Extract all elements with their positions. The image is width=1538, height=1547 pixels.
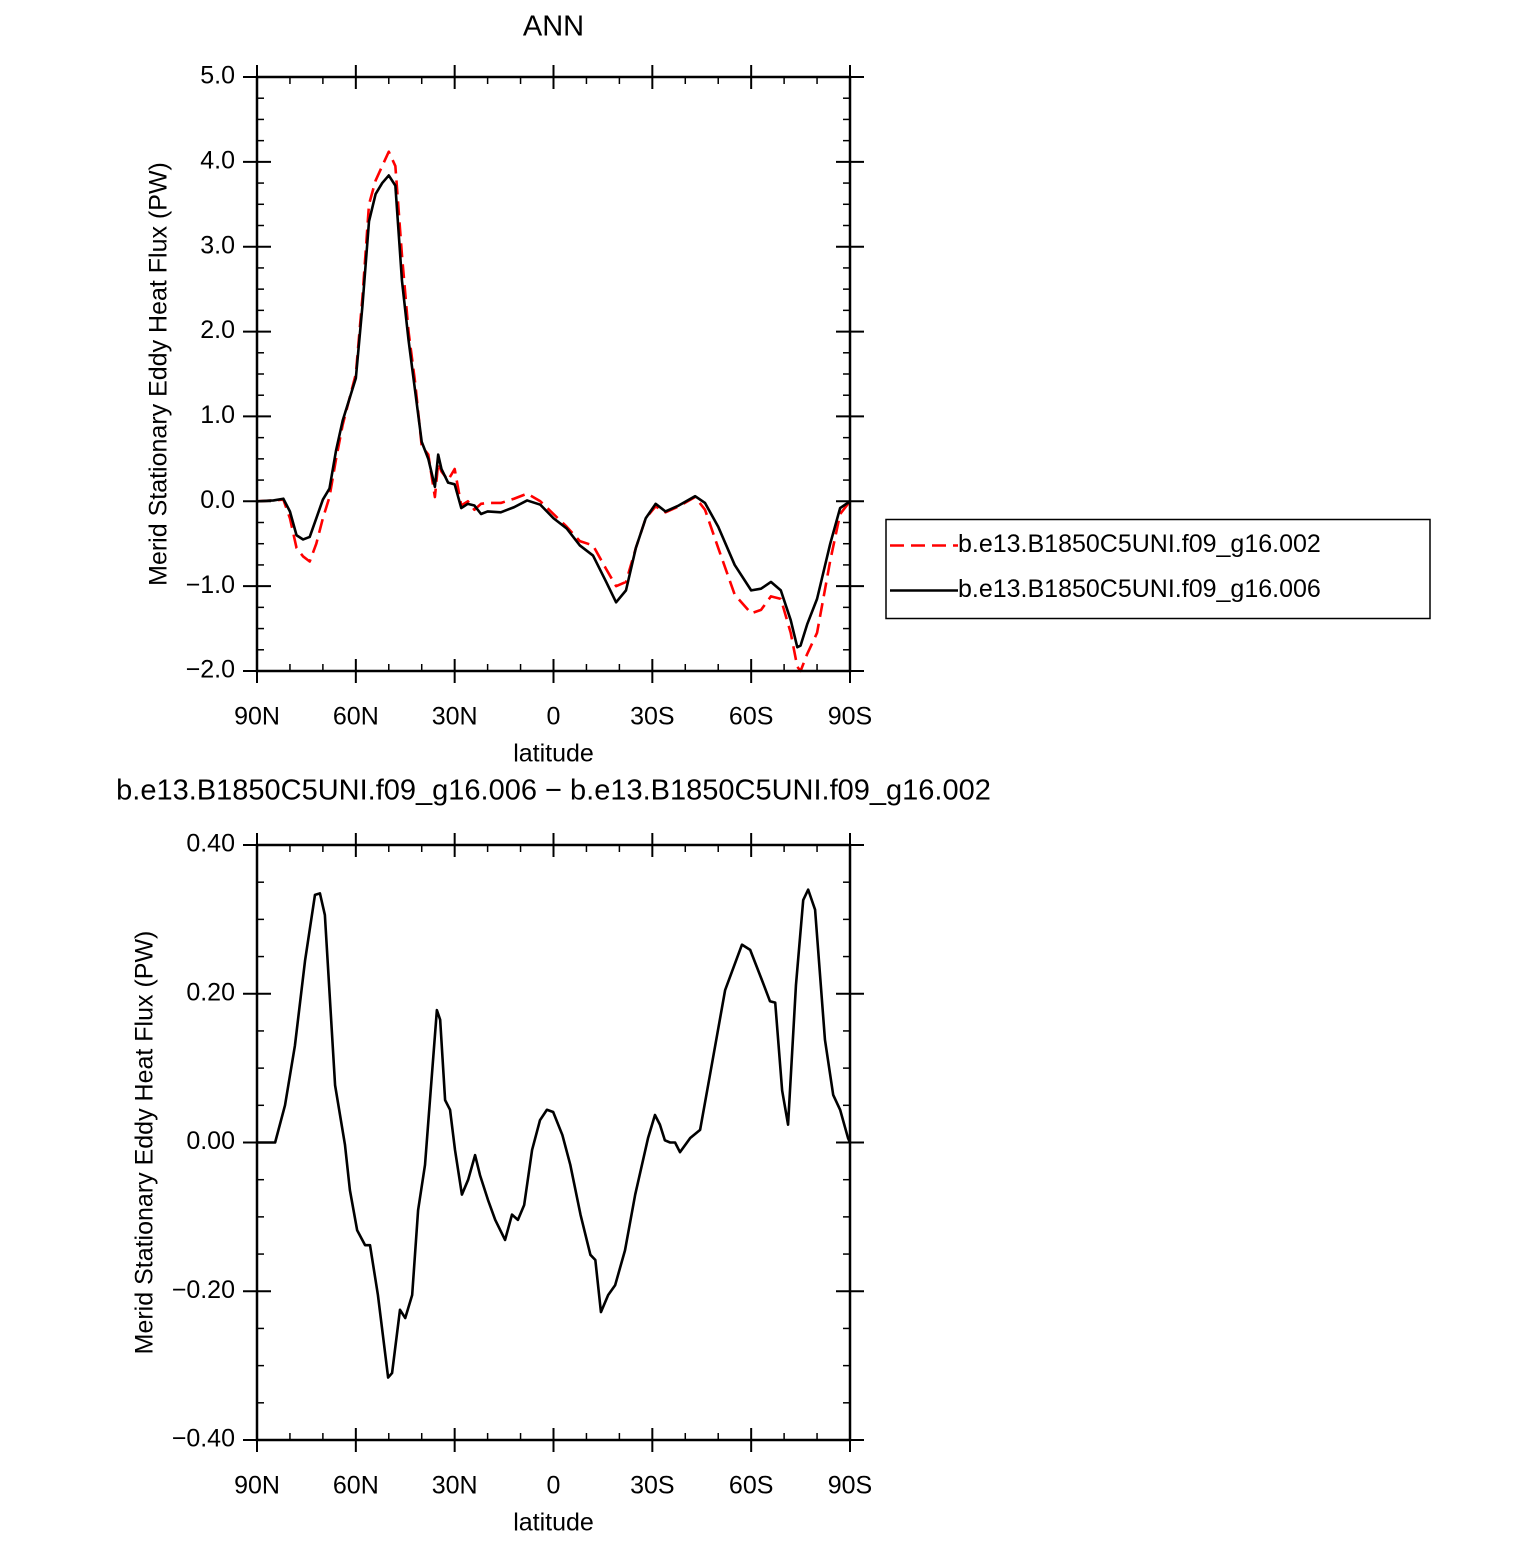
y-tick-label: −0.40 bbox=[172, 1425, 235, 1453]
y-tick-label: 0.40 bbox=[186, 830, 235, 858]
x-tick-label: 60N bbox=[333, 703, 379, 731]
chart-title: ANN bbox=[523, 11, 584, 43]
y-tick-label: 0.00 bbox=[186, 1127, 235, 1155]
plot-frame bbox=[255, 75, 852, 673]
x-tick-label: 30S bbox=[630, 1472, 674, 1500]
y-tick-label: 0.20 bbox=[186, 978, 235, 1006]
y-tick-label: 5.0 bbox=[200, 62, 235, 90]
y-tick-label: 4.0 bbox=[200, 146, 235, 174]
x-tick-label: 90S bbox=[828, 703, 872, 731]
y-tick-label: 2.0 bbox=[200, 316, 235, 344]
x-tick-label: 60S bbox=[729, 703, 773, 731]
legend-box bbox=[885, 518, 1431, 620]
x-tick-label: 60N bbox=[333, 1472, 379, 1500]
x-tick-label: 30N bbox=[432, 703, 478, 731]
legend-label: b.e13.B1850C5UNI.f09_g16.002 bbox=[958, 530, 1321, 558]
y-axis-label: Merid Stationary Eddy Heat Flux (PW) bbox=[144, 162, 172, 586]
y-tick-label: 1.0 bbox=[200, 401, 235, 429]
y-tick-label: −1.0 bbox=[186, 571, 235, 599]
x-tick-label: 90N bbox=[234, 703, 280, 731]
data-line bbox=[257, 888, 852, 1379]
y-tick-label: −2.0 bbox=[186, 656, 235, 684]
y-tick-label: −0.20 bbox=[172, 1276, 235, 1304]
x-axis-label: latitude bbox=[513, 740, 594, 768]
x-tick-label: 0 bbox=[547, 703, 561, 731]
y-axis-label: Merid Stationary Eddy Heat Flux (PW) bbox=[130, 931, 158, 1355]
plot-frame bbox=[255, 843, 852, 1442]
x-tick-label: 90S bbox=[828, 1472, 872, 1500]
y-tick-label: 3.0 bbox=[200, 231, 235, 259]
x-tick-label: 30S bbox=[630, 703, 674, 731]
x-tick-label: 90N bbox=[234, 1472, 280, 1500]
data-line bbox=[256, 174, 851, 649]
y-tick-label: 0.0 bbox=[200, 486, 235, 514]
x-tick-label: 60S bbox=[729, 1472, 773, 1500]
legend-label: b.e13.B1850C5UNI.f09_g16.006 bbox=[958, 575, 1321, 603]
x-tick-label: 0 bbox=[547, 1472, 561, 1500]
x-axis-label: latitude bbox=[513, 1509, 594, 1537]
chart-title: b.e13.B1850C5UNI.f09_g16.006 − b.e13.B18… bbox=[116, 775, 991, 807]
x-tick-label: 30N bbox=[432, 1472, 478, 1500]
